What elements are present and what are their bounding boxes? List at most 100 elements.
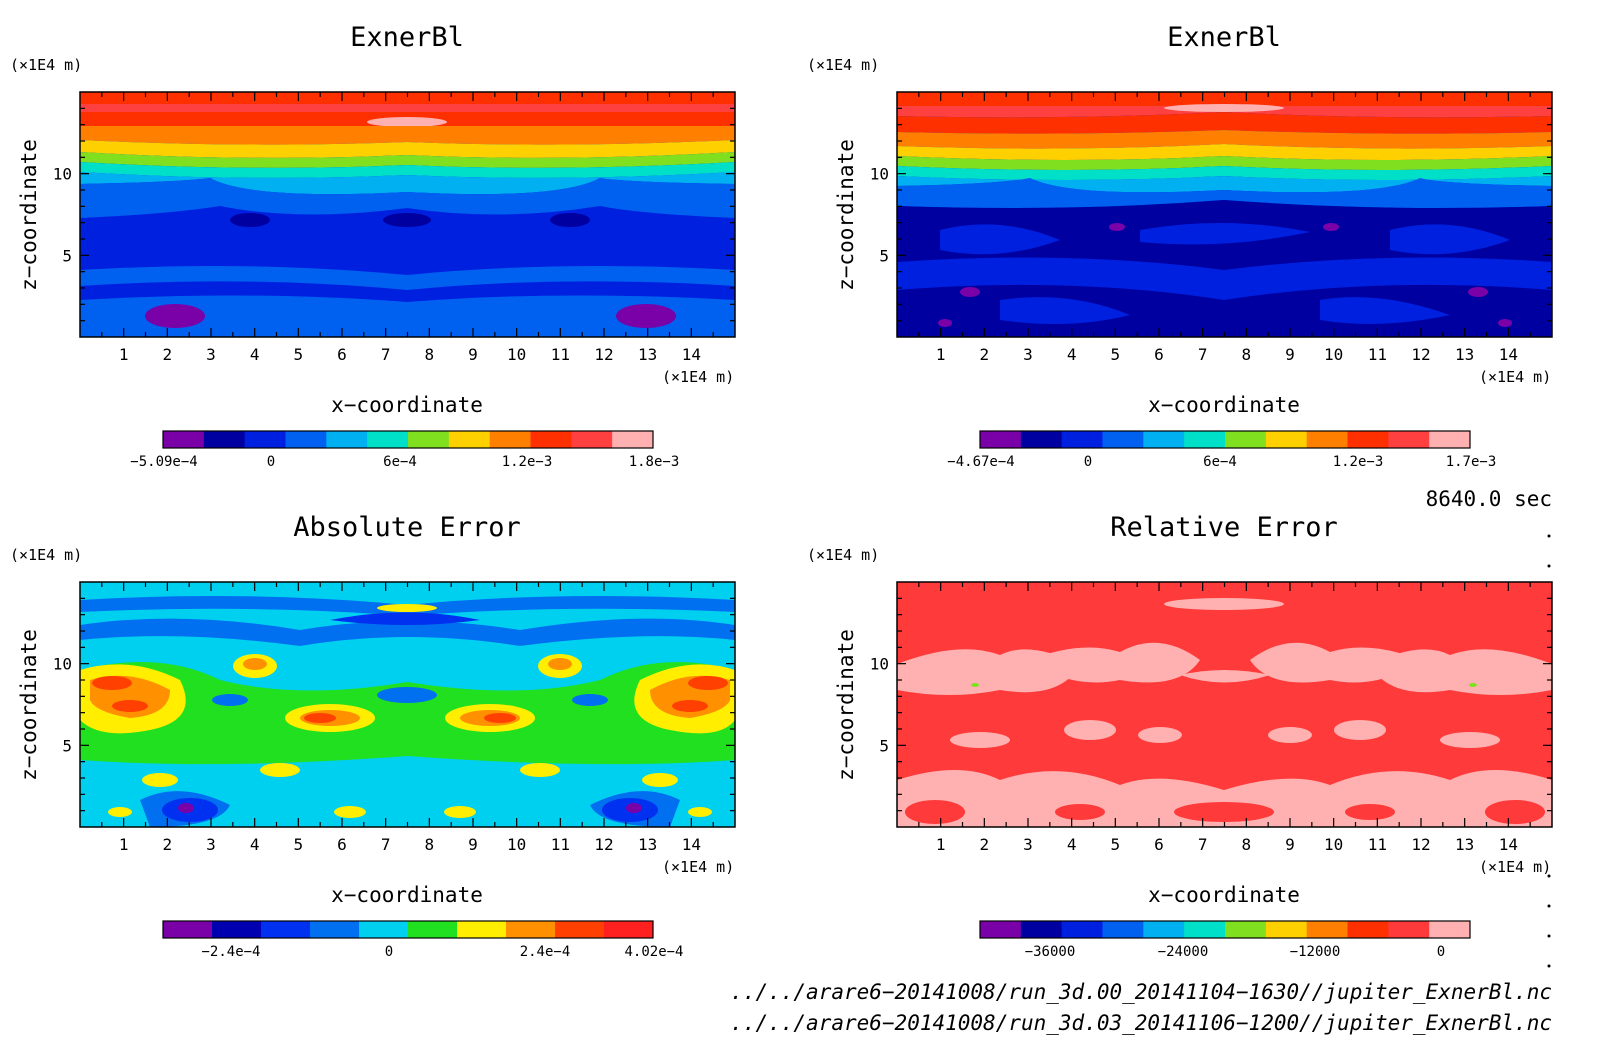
- y-tick-label: 5: [62, 736, 72, 755]
- contour-field: [897, 92, 1552, 337]
- colorbar-label: 6e−4: [383, 454, 417, 470]
- x-tick-label: 7: [381, 835, 391, 854]
- colorbar-swatch: [1429, 431, 1471, 448]
- y-tick-label: 10: [53, 655, 72, 674]
- colorbar: [979, 430, 1471, 449]
- x-tick-label: 2: [980, 835, 990, 854]
- x-axis-label: x−coordinate: [1148, 883, 1300, 907]
- colorbar-swatch: [506, 921, 556, 938]
- colorbar-swatch: [1102, 431, 1144, 448]
- x-tick-label: 5: [294, 345, 304, 364]
- x-unit-label: (×1E4 m): [662, 368, 734, 386]
- panel-bottom-left: Absolute Error (×1E4 m): [10, 512, 736, 960]
- x-tick-label: 6: [337, 345, 347, 364]
- colorbar-label: −24000: [1158, 944, 1209, 960]
- x-tick-label: 14: [1499, 835, 1518, 854]
- x-tick-label: 10: [507, 835, 526, 854]
- x-tick-label: 14: [682, 835, 701, 854]
- colorbar-label: 1.7e−3: [1446, 454, 1497, 470]
- colorbar-label: 4.02e−4: [624, 944, 683, 960]
- y-unit-label: (×1E4 m): [10, 546, 82, 564]
- y-tick-label: 5: [62, 246, 72, 265]
- y-tick-label: 10: [870, 655, 889, 674]
- colorbar-swatch: [1265, 921, 1308, 938]
- y-axis-label: z−coordinate: [17, 629, 41, 781]
- x-tick-label: 13: [1455, 835, 1474, 854]
- x-tick-label: 11: [1368, 345, 1387, 364]
- x-tick-label: 14: [1499, 345, 1518, 364]
- x-tick-label: 1: [936, 835, 946, 854]
- colorbar-frame: [162, 430, 654, 449]
- colorbar-swatch: [457, 921, 507, 938]
- x-tick-label: 6: [337, 835, 347, 854]
- x-tick-label: 11: [1368, 835, 1387, 854]
- x-tick-label: 5: [1111, 835, 1121, 854]
- x-tick-label: 4: [1067, 835, 1077, 854]
- x-tick-label: 12: [1411, 345, 1430, 364]
- colorbar-label: 0: [385, 944, 393, 960]
- colorbar-frame: [979, 920, 1471, 939]
- time-label: 8640.0 sec: [1426, 487, 1552, 511]
- x-tick-label: 2: [163, 835, 173, 854]
- colorbar-label: 1.8e−3: [629, 454, 680, 470]
- colorbar-label: 6e−4: [1203, 454, 1237, 470]
- colorbar: [162, 920, 654, 939]
- y-axis-label: z−coordinate: [834, 139, 858, 291]
- x-tick-label: 8: [425, 345, 435, 364]
- x-tick-label: 2: [163, 345, 173, 364]
- x-axis-label: x−coordinate: [331, 883, 483, 907]
- x-tick-label: 6: [1154, 835, 1164, 854]
- colorbar-swatch: [326, 431, 368, 448]
- colorbar-swatch: [1143, 431, 1185, 448]
- colorbar-label: −2.4e−4: [201, 944, 260, 960]
- x-tick-label: 4: [1067, 345, 1077, 364]
- colorbar-swatch: [1306, 431, 1348, 448]
- x-tick-label: 13: [638, 345, 657, 364]
- colorbar-swatch: [1020, 921, 1063, 938]
- colorbar-swatch: [1225, 921, 1267, 938]
- colorbar-swatch: [203, 431, 246, 448]
- x-tick-label: 3: [1023, 835, 1033, 854]
- colorbar-swatch: [1429, 921, 1471, 938]
- y-axis-label: z−coordinate: [834, 629, 858, 781]
- colorbar-swatch: [1184, 431, 1226, 448]
- x-unit-label: (×1E4 m): [1479, 858, 1551, 876]
- colorbar-label: 0: [1437, 944, 1445, 960]
- x-tick-label: 5: [294, 835, 304, 854]
- colorbar-label: 1.2e−3: [502, 454, 553, 470]
- x-tick-label: 12: [1411, 835, 1430, 854]
- panel-title: ExnerBl: [1167, 22, 1281, 53]
- x-tick-label: 9: [468, 345, 478, 364]
- x-unit-label: (×1E4 m): [1479, 368, 1551, 386]
- colorbar-swatch: [530, 431, 572, 448]
- x-tick-label: 5: [1111, 345, 1121, 364]
- panel-top-right: ExnerBl (×1E4 m): [807, 22, 1553, 470]
- x-tick-label: 14: [682, 345, 701, 364]
- colorbar-swatch: [1020, 431, 1063, 448]
- colorbar-swatch: [1102, 921, 1144, 938]
- colorbar-swatch: [285, 431, 327, 448]
- y-unit-label: (×1E4 m): [807, 56, 879, 74]
- x-tick-label: 12: [594, 835, 613, 854]
- colorbar-label: −4.67e−4: [947, 454, 1014, 470]
- x-tick-label: 3: [206, 345, 216, 364]
- panel-title: Relative Error: [1110, 512, 1338, 543]
- colorbar-label: −12000: [1290, 944, 1341, 960]
- x-tick-label: 8: [1242, 345, 1252, 364]
- x-tick-label: 1: [936, 345, 946, 364]
- colorbar-swatch: [980, 431, 1022, 448]
- x-tick-label: 7: [381, 345, 391, 364]
- y-tick-label: 10: [53, 165, 72, 184]
- x-tick-label: 9: [1285, 835, 1295, 854]
- x-tick-label: 11: [551, 345, 570, 364]
- panel-top-left: ExnerBl (×1E4 m) 1 2 3 4 5 6 7 8 9 10 11 12 13 14510 …: [10, 22, 736, 470]
- colorbar-swatch: [1061, 921, 1103, 938]
- colorbar-swatch: [1184, 921, 1226, 938]
- colorbar-swatch: [1225, 431, 1267, 448]
- colorbar-swatch: [408, 431, 450, 448]
- colorbar-swatch: [367, 431, 409, 448]
- panel-title: Absolute Error: [293, 512, 521, 543]
